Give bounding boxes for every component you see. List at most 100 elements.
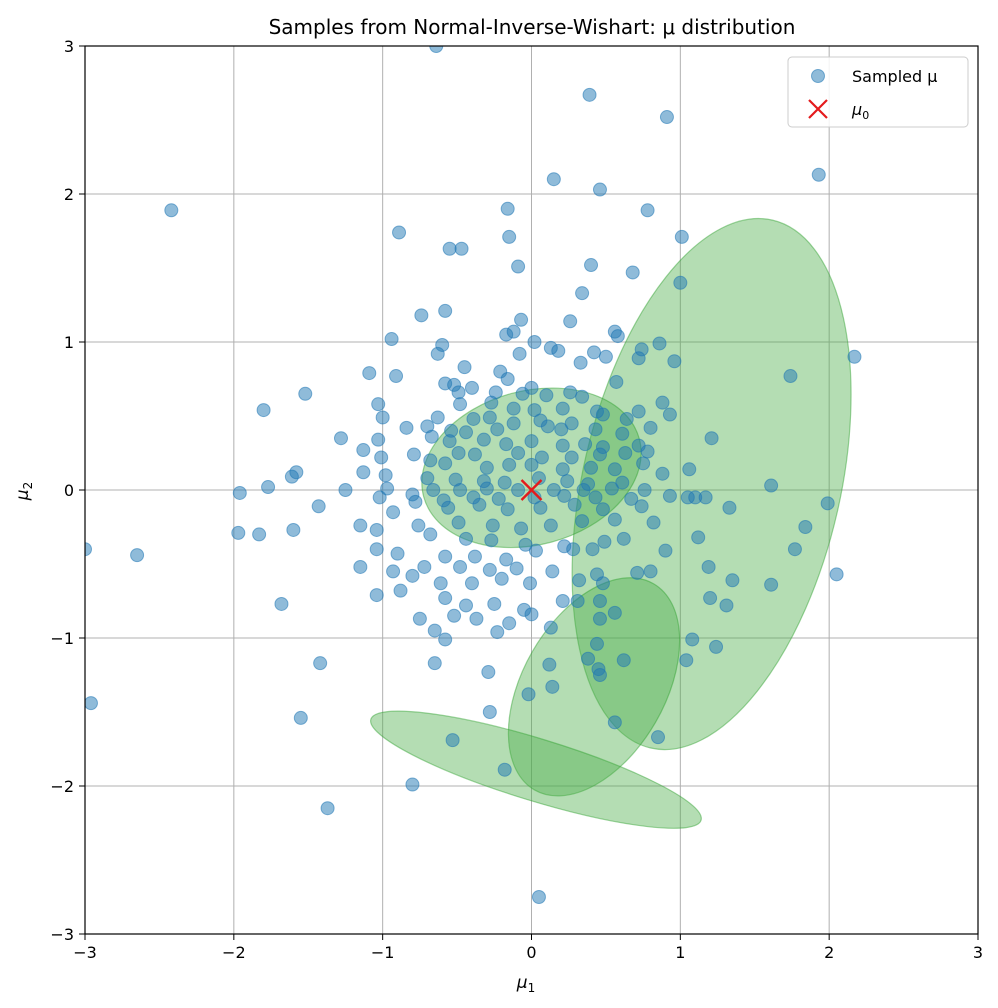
sample-point	[427, 656, 442, 671]
sample-point	[506, 401, 521, 416]
sample-point	[514, 521, 529, 536]
sample-point	[386, 505, 401, 520]
sample-point	[634, 499, 649, 514]
y-tick-label: −2	[50, 777, 74, 796]
sample-point	[392, 225, 407, 240]
sample-point	[423, 527, 438, 542]
sample-point	[481, 665, 496, 680]
sample-point	[412, 611, 427, 626]
sample-point	[487, 596, 502, 611]
sample-point	[551, 343, 566, 358]
sample-point	[570, 594, 585, 608]
sample-point	[610, 329, 625, 344]
sample-point	[592, 182, 607, 197]
sample-point	[531, 890, 546, 904]
sample-point	[371, 397, 386, 412]
x-tick-label: 1	[675, 943, 685, 962]
sample-point	[518, 537, 533, 552]
sample-point	[438, 591, 453, 606]
sample-point	[524, 607, 539, 622]
sample-point	[609, 374, 624, 389]
sample-point	[658, 543, 673, 558]
sample-point	[573, 355, 588, 370]
legend: Sampled μ μ0	[787, 56, 969, 128]
x-axis-label-subscript: 1	[528, 981, 536, 995]
sample-point	[847, 349, 862, 364]
sample-point	[499, 552, 514, 567]
x-axis-label-main: μ	[516, 973, 528, 993]
legend-sampled-marker	[811, 69, 825, 83]
sample-point	[374, 450, 389, 465]
sample-point	[630, 565, 645, 580]
sample-point	[798, 520, 813, 534]
sample-point	[764, 478, 779, 493]
sample-point	[631, 404, 646, 419]
sample-point	[616, 531, 631, 546]
sample-point	[527, 490, 542, 505]
sample-point	[378, 468, 393, 483]
sample-point	[369, 522, 384, 537]
sample-point	[405, 777, 420, 792]
sample-point	[592, 611, 607, 626]
sample-point	[619, 411, 634, 426]
sample-point	[575, 286, 590, 301]
sample-point	[284, 469, 299, 484]
sample-point	[631, 351, 646, 366]
sample-point	[490, 625, 505, 640]
sample-point	[459, 598, 474, 613]
sample-point	[406, 447, 421, 462]
sample-point	[433, 576, 448, 591]
sample-point	[725, 573, 740, 588]
sample-point	[527, 335, 542, 349]
sample-point	[560, 474, 575, 489]
sample-point	[679, 653, 694, 668]
sample-point	[408, 494, 423, 509]
sample-point	[490, 422, 505, 437]
y-tick-label: 1	[64, 333, 74, 352]
legend-mu0-label-subscript: 0	[862, 109, 869, 122]
sample-point	[575, 389, 590, 404]
y-axis-label: μ2	[13, 482, 35, 501]
sample-point	[502, 616, 517, 631]
sample-point	[592, 668, 607, 682]
sample-point	[353, 559, 368, 574]
sample-point	[604, 481, 619, 496]
sample-point	[764, 577, 779, 592]
sample-point	[615, 426, 630, 441]
sample-point	[320, 801, 335, 816]
sample-point	[662, 407, 677, 422]
x-tick-label: 0	[526, 943, 536, 962]
sample-point	[528, 543, 543, 558]
sample-point	[485, 518, 500, 533]
sample-point	[722, 500, 737, 515]
sample-point	[539, 388, 554, 403]
sample-point	[464, 380, 479, 395]
chart-title: Samples from Normal-Inverse-Wishart: μ d…	[269, 15, 796, 39]
x-tick-label: −2	[222, 943, 246, 962]
sample-point	[451, 446, 466, 460]
sample-point	[459, 425, 474, 440]
sample-point	[509, 561, 524, 576]
sample-point	[479, 481, 494, 496]
sample-point	[704, 431, 719, 446]
sample-point	[313, 656, 328, 671]
sample-point	[682, 462, 697, 477]
mu0-marker-layer	[520, 479, 543, 501]
sample-point	[469, 611, 484, 626]
y-tick-label: −3	[50, 925, 74, 944]
sample-point	[584, 460, 599, 475]
sample-point	[572, 573, 587, 588]
sample-point	[655, 395, 670, 410]
sample-point	[811, 167, 826, 182]
sample-point	[587, 345, 602, 360]
x-axis-label: μ1	[516, 973, 535, 995]
sample-point	[527, 403, 542, 418]
sample-point	[701, 559, 716, 574]
sample-point	[386, 564, 401, 579]
sample-point	[293, 710, 308, 725]
sample-point	[369, 588, 384, 603]
sample-point	[588, 490, 603, 505]
sample-point	[427, 623, 442, 638]
sample-point	[130, 548, 145, 563]
sample-point	[467, 447, 482, 462]
